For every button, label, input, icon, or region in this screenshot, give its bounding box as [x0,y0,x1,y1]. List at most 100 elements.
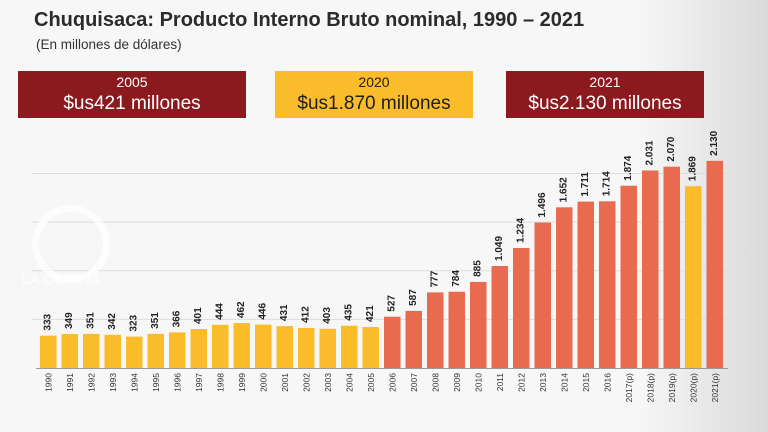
highlight-year: 2005 [116,74,148,90]
bar [577,201,594,368]
x-tick-label: 1995 [151,373,161,392]
bar [642,170,659,368]
x-tick-label: 2018(p) [645,373,655,402]
highlight-value: $us2.130 millones [528,93,682,114]
x-tick-label: 2019(p) [667,373,677,402]
bar [104,334,121,368]
highlight-year: 2021 [589,74,621,90]
x-tick-label: 2016 [602,373,612,392]
bar [233,323,250,368]
bar [706,160,723,368]
bar [126,336,143,368]
data-label: 2.130 [709,130,720,155]
bar [276,326,293,368]
x-tick-label: 2003 [323,373,333,392]
data-label: 462 [236,301,247,318]
bar [319,328,336,368]
data-label: 527 [387,295,398,312]
data-label: 444 [215,303,226,320]
x-tick-label: 2017(p) [624,373,634,402]
bar [147,333,164,368]
x-tick-label: 2011 [495,373,505,392]
data-label: 1.496 [537,192,548,217]
data-label: 435 [344,304,355,321]
bar [556,207,573,368]
x-tick-label: 2005 [366,373,376,392]
bar [190,329,207,368]
bar [83,333,100,368]
x-tick-label: 2000 [258,373,268,392]
data-label: 401 [193,307,204,324]
x-tick-label: 2008 [430,373,440,392]
data-label: 1.652 [559,177,570,202]
x-tick-label: 2001 [280,373,290,392]
highlight-box-2005: 2005 $us421 millones [18,71,246,118]
bar [362,327,379,368]
bar [470,281,487,368]
x-tick-label: 2006 [387,373,397,392]
x-tick-label: 2009 [452,373,462,392]
bar [212,324,229,368]
data-label: 1.234 [516,218,527,243]
x-tick-label: 1999 [237,373,247,392]
data-label: 431 [279,304,290,321]
highlight-box-2021: 2021 $us2.130 millones [506,71,704,118]
data-label: 587 [408,289,419,306]
x-tick-label: 1990 [43,373,53,392]
x-tick-label: 1994 [129,373,139,392]
x-tick-label: 2010 [473,373,483,392]
highlight-value: $us421 millones [63,93,201,114]
bar [620,185,637,368]
bar [599,201,616,368]
data-label: 2.031 [645,140,656,165]
watermark-ring-icon [32,205,110,283]
x-tick-label: 1997 [194,373,204,392]
data-label: 333 [43,313,54,330]
page-subtitle: (En millones de dólares) [36,37,182,52]
data-label: 349 [64,312,75,329]
x-tick-label: 2014 [559,373,569,392]
highlight-box-2020: 2020 $us1.870 millones [275,71,473,118]
x-tick-label: 1996 [172,373,182,392]
bar [534,222,551,368]
data-label: 885 [473,260,484,277]
x-tick-label: 2021(p) [710,373,720,402]
page-title: Chuquisaca: Producto Interno Bruto nomin… [34,9,585,31]
highlight-year: 2020 [358,74,390,90]
data-label: 1.714 [602,171,613,196]
bar [448,291,465,368]
x-tick-label: 2007 [409,373,419,392]
bar [513,247,530,368]
bar [40,335,57,368]
bar [169,332,186,368]
x-tick-label: 1998 [215,373,225,392]
bar [255,324,272,368]
data-label: 1.869 [688,156,699,181]
x-tick-label: 2020(p) [688,373,698,402]
data-label: 342 [107,313,118,330]
data-label: 366 [172,310,183,327]
data-label: 777 [430,270,441,287]
x-tick-label: 1993 [108,373,118,392]
x-tick-label: 1991 [65,373,75,392]
data-label: 351 [150,312,161,329]
x-tick-label: 2004 [344,373,354,392]
x-tick-label: 2012 [516,373,526,392]
data-label: 351 [86,312,97,329]
data-label: 2.070 [666,136,677,161]
bar [685,186,702,368]
bar [384,316,401,368]
data-label: 784 [451,270,462,287]
bar [427,292,444,368]
x-tick-label: 1992 [86,373,96,392]
bar [298,327,315,368]
data-label: 403 [322,307,333,324]
bar [61,334,78,368]
bar [341,325,358,368]
highlight-value: $us1.870 millones [297,93,451,114]
data-label: 446 [258,303,269,320]
x-tick-label: 2002 [301,373,311,392]
bar [491,265,508,368]
data-label: 1.874 [623,155,634,180]
